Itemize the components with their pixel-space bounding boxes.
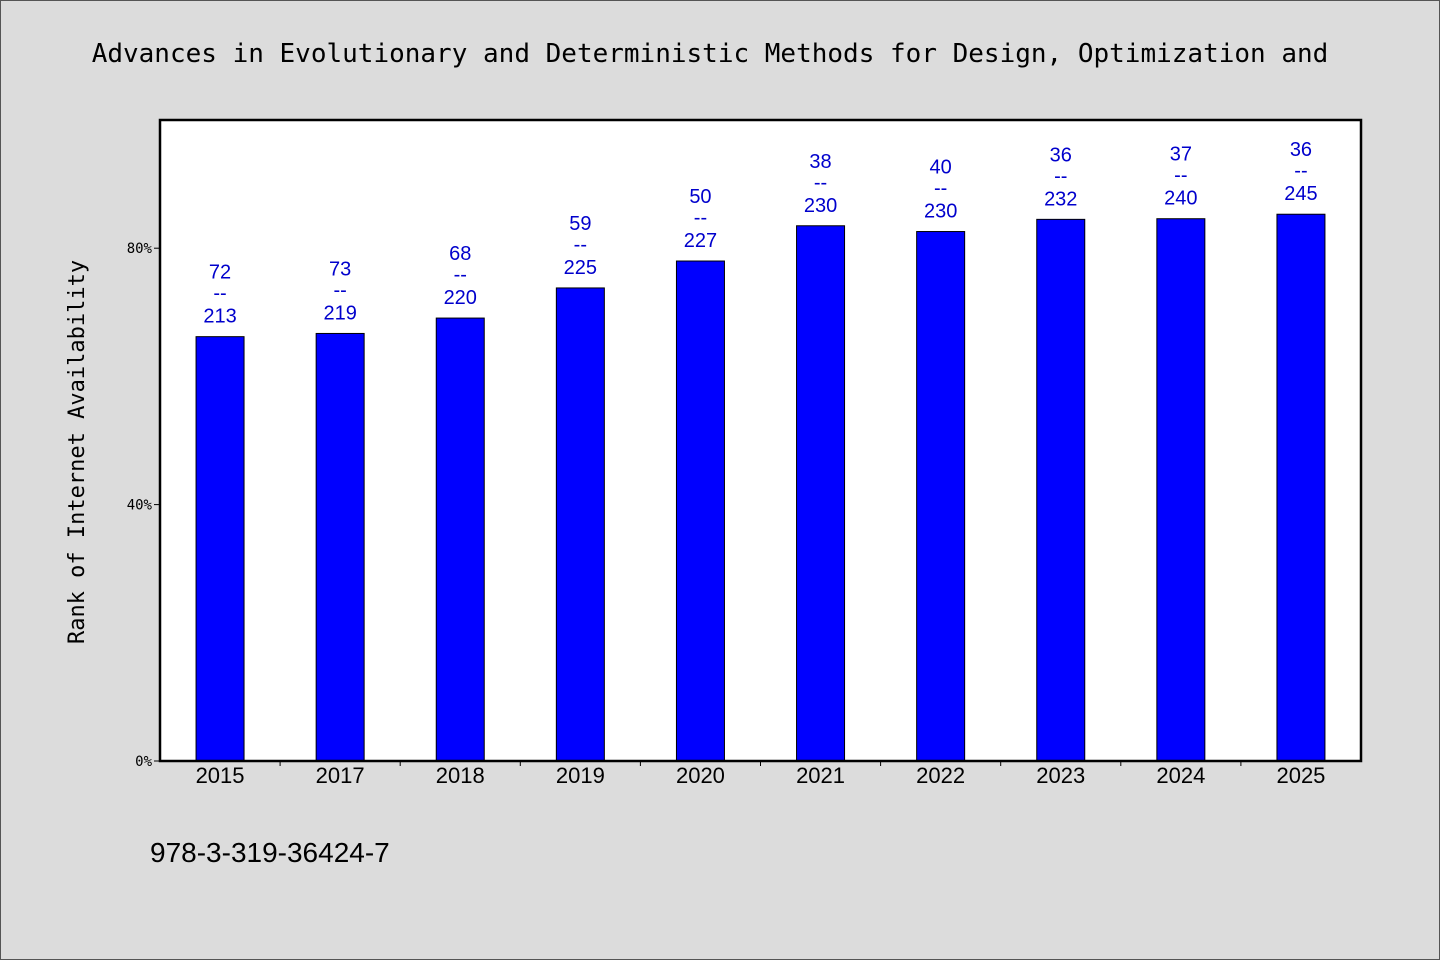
x-tick-label-2022: 2022 (916, 763, 965, 788)
bar-2023 (1036, 218, 1086, 762)
bars-layer (195, 213, 1326, 762)
data-label-total-2018: 220 (444, 287, 477, 309)
data-label-separator-2017: -- (333, 279, 346, 301)
bar-2025 (1276, 213, 1326, 762)
data-label-total-2017: 219 (323, 302, 356, 324)
data-label-rank-2023: 36 (1050, 144, 1072, 166)
data-label-separator-2015: -- (213, 283, 226, 305)
data-label-separator-2022: -- (934, 178, 947, 200)
y-axis-label: Rank of Internet Availability (65, 260, 90, 644)
x-tick-label-2020: 2020 (676, 763, 725, 788)
isbn-footer: 978-3-319-36424-7 (150, 837, 390, 868)
x-tick-label-2017: 2017 (316, 763, 365, 788)
data-label-rank-2019: 59 (569, 213, 591, 235)
data-label-rank-2025: 36 (1290, 139, 1312, 161)
data-labels-layer: 72--21373--21968--22059--22550--22738--2… (203, 139, 1317, 327)
data-label-rank-2022: 40 (930, 157, 952, 179)
data-label-separator-2019: -- (574, 234, 587, 256)
data-label-separator-2021: -- (814, 172, 827, 194)
bar-2017 (315, 332, 365, 762)
y-tick-label-0%: 0% (135, 754, 152, 770)
data-label-total-2020: 227 (684, 230, 717, 252)
data-label-separator-2020: -- (694, 207, 707, 229)
data-label-separator-2023: -- (1054, 165, 1067, 187)
data-label-total-2022: 230 (924, 201, 957, 223)
bar-2020 (675, 260, 725, 762)
y-tick-label-80%: 80% (127, 241, 153, 257)
x-tick-label-2019: 2019 (556, 763, 605, 788)
data-label-rank-2020: 50 (689, 186, 711, 208)
x-tick-label-2015: 2015 (196, 763, 245, 788)
data-label-rank-2024: 37 (1170, 144, 1192, 166)
data-label-rank-2017: 73 (329, 258, 351, 280)
x-tick-label-2025: 2025 (1276, 763, 1325, 788)
y-axis: 0% 40% 80% (127, 241, 160, 770)
x-axis: 2015 2017 2018 2019 2020 2021 2022 2023 2024 2025 (196, 761, 1325, 788)
bar-2018 (435, 317, 485, 762)
bar-2019 (555, 287, 605, 762)
data-label-total-2015: 213 (203, 306, 236, 328)
data-label-separator-2025: -- (1294, 160, 1307, 182)
bar-2021 (796, 225, 846, 762)
y-tick-label-40%: 40% (127, 498, 153, 514)
data-label-total-2021: 230 (804, 195, 837, 217)
data-label-total-2024: 240 (1164, 188, 1197, 210)
bar-2024 (1156, 218, 1206, 762)
x-tick-label-2021: 2021 (796, 763, 845, 788)
data-label-total-2019: 225 (564, 257, 597, 279)
x-tick-label-2023: 2023 (1036, 763, 1085, 788)
data-label-total-2023: 232 (1044, 188, 1077, 210)
bar-2022 (916, 231, 966, 762)
data-label-rank-2018: 68 (449, 243, 471, 265)
chart-title: Advances in Evolutionary and Determinist… (92, 39, 1329, 69)
data-label-separator-2024: -- (1174, 165, 1187, 187)
data-label-rank-2021: 38 (809, 151, 831, 173)
x-tick-label-2024: 2024 (1156, 763, 1205, 788)
data-label-separator-2018: -- (454, 264, 467, 286)
x-tick-label-2018: 2018 (436, 763, 485, 788)
data-label-total-2025: 245 (1284, 183, 1317, 205)
bar-2015 (195, 336, 245, 762)
plot-border (158, 118, 1363, 763)
data-label-rank-2015: 72 (209, 262, 231, 284)
